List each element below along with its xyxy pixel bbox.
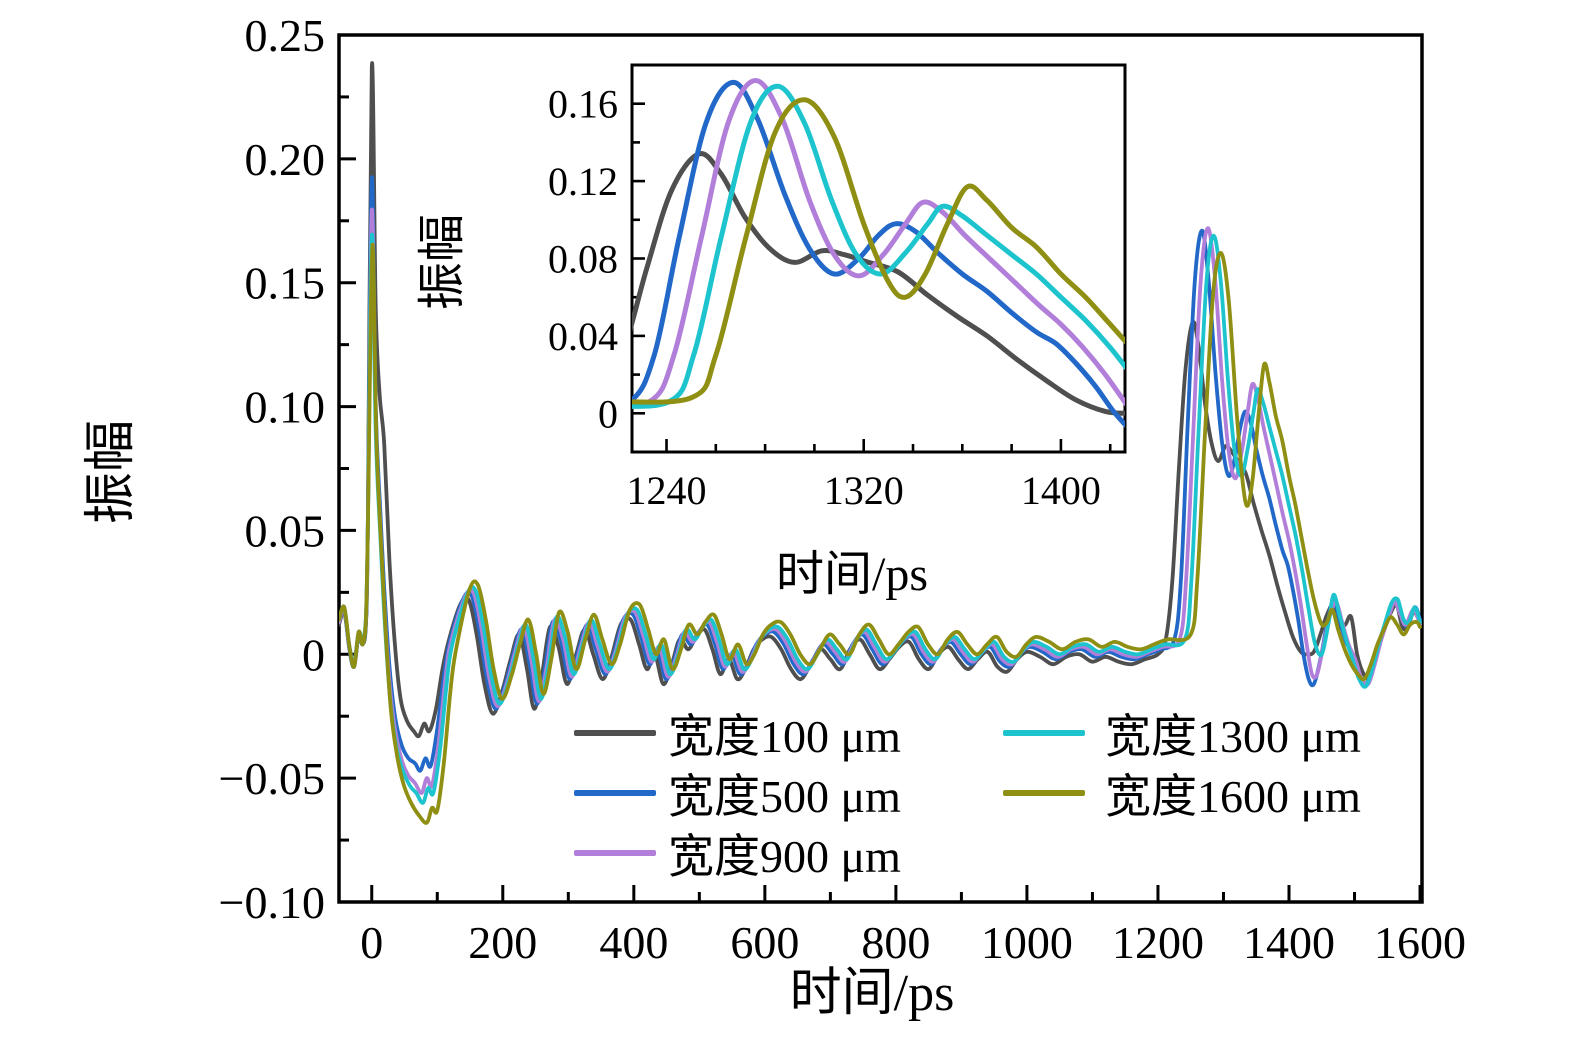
main-x-tick-label: 200 <box>468 917 537 968</box>
main-curves <box>339 61 1422 825</box>
main-y-tick-label: 0.25 <box>245 10 326 61</box>
legend-line-w1300 <box>1003 730 1085 736</box>
inset-y-axis-title: 振幅 <box>416 214 469 310</box>
main-x-tick-label: 600 <box>730 917 799 968</box>
legend-line-w900 <box>574 850 656 856</box>
main-x-tick-label: 1600 <box>1374 917 1466 968</box>
series-w1300-curve <box>339 232 1422 805</box>
series-w900-curve <box>632 78 1125 410</box>
legend-label-w500: 宽度500 μm <box>668 771 901 822</box>
main-x-tick-label: 1200 <box>1112 917 1204 968</box>
main-x-axis-title: 时间/ps <box>790 965 955 1022</box>
main-y-tick-label: 0 <box>302 629 325 680</box>
inset-y-tick-label: 0.12 <box>548 159 618 204</box>
series-w100-curve <box>339 61 1422 739</box>
main-y-tick-label: 0.15 <box>245 258 326 309</box>
main-y-tick-label: −0.05 <box>219 753 325 804</box>
inset-x-axis-title: 时间/ps <box>776 548 928 601</box>
inset-curves <box>632 78 1125 428</box>
main-axes: 0 200 400 600 800 1000 1200 1400 1600 0.25 0.20 0.1… <box>219 10 1466 968</box>
legend-item-w1600: 宽度1600 μm <box>1003 766 1361 822</box>
inset-y-tick-label: 0.08 <box>548 237 618 282</box>
legend-label-w900: 宽度900 μm <box>668 831 901 882</box>
series-w500-curve <box>632 79 1125 428</box>
inset-y-tick-label: 0.16 <box>548 82 618 127</box>
main-plot: 0 200 400 600 800 1000 1200 1400 1600 0.25 0.20 0.1… <box>83 10 1466 1022</box>
legend-item-w900: 宽度900 μm <box>574 826 901 882</box>
main-x-tick-label: 800 <box>861 917 930 968</box>
legend-label-w100: 宽度100 μm <box>668 711 901 762</box>
inset-plot: 1240 1320 1400 0.16 0.12 0.08 0.04 0 振幅 时间/ps <box>416 63 1127 601</box>
series-w1600-curve <box>632 97 1125 405</box>
legend-item-w1300: 宽度1300 μm <box>1003 706 1361 762</box>
legend-item-w100: 宽度100 μm <box>574 706 901 762</box>
main-y-tick-label: −0.10 <box>219 877 325 928</box>
series-w1600-curve <box>339 242 1422 825</box>
inset-x-tick-label: 1240 <box>627 468 707 513</box>
main-y-tick-label: 0.05 <box>245 505 326 556</box>
main-y-axis-title: 振幅 <box>83 420 140 524</box>
inset-y-tick-label: 0 <box>598 391 618 436</box>
inset-x-tick-label: 1400 <box>1021 468 1101 513</box>
inset-y-tick-label: 0.04 <box>548 314 618 359</box>
main-x-tick-label: 0 <box>360 917 383 968</box>
series-w100-curve <box>632 151 1125 416</box>
legend-label-w1600: 宽度1600 μm <box>1105 771 1361 822</box>
main-x-tick-label: 1400 <box>1243 917 1335 968</box>
legend-line-w1600 <box>1003 790 1085 796</box>
legend-item-w500: 宽度500 μm <box>574 766 901 822</box>
legend-line-w500 <box>574 790 656 796</box>
inset-x-tick-label: 1320 <box>824 468 904 513</box>
legend-line-w100 <box>574 730 656 736</box>
main-x-tick-label: 400 <box>599 917 668 968</box>
main-y-tick-label: 0.10 <box>245 382 326 433</box>
inset-axes: 1240 1320 1400 0.16 0.12 0.08 0.04 0 <box>548 63 1127 513</box>
series-w1300-curve <box>632 83 1125 409</box>
legend-label-w1300: 宽度1300 μm <box>1105 711 1361 762</box>
main-y-tick-label: 0.20 <box>245 134 326 185</box>
main-x-tick-label: 1000 <box>981 917 1073 968</box>
